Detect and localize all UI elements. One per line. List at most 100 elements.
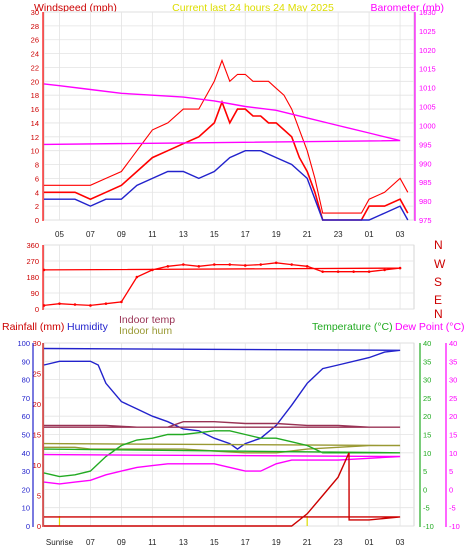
humidity-tick-label: 30 <box>22 467 30 476</box>
dew-point-tick-label: 0 <box>449 485 453 494</box>
climate-x-tick-label: 01 <box>365 538 374 547</box>
indoor-temp-line <box>44 421 401 428</box>
humidity-tick-label: 80 <box>22 376 30 385</box>
humidity-tick-label: 10 <box>22 504 30 513</box>
humidity-tick-label: 70 <box>22 394 30 403</box>
wind-left-tick-label: 22 <box>31 63 39 72</box>
wind-x-tick-label: 21 <box>303 230 312 239</box>
wind-direction-point <box>120 300 123 304</box>
wind-left-tick-label: 6 <box>35 174 39 183</box>
direction-tick-label: 180 <box>26 273 39 282</box>
wind-direction-point <box>166 265 170 268</box>
compass-label-w: W <box>434 257 446 271</box>
climate-x-tick-label: 07 <box>86 538 95 547</box>
temperature-tick-label: 5 <box>423 467 427 476</box>
wind-direction-point <box>398 266 402 270</box>
dew-point-tick-label: 40 <box>449 339 457 348</box>
rainfall-tick-label: 15 <box>33 431 41 440</box>
wind-panel: Windspeed (mph) Current last 24 hours 24… <box>31 2 444 239</box>
direction-panel: 0 90 180 270 360 N W S E N <box>26 238 446 321</box>
wind-direction-point <box>243 264 247 267</box>
wind-direction-point <box>259 263 263 266</box>
wind-left-tick-label: 24 <box>31 50 39 59</box>
wind-header-right: Barometer (mb) <box>370 2 444 14</box>
wind-left-tick-label: 20 <box>31 77 39 86</box>
wind-left-tick-label: 2 <box>35 202 39 211</box>
wind-axis-ticks: 0246810121416182022242628309759809859909… <box>31 8 436 239</box>
humidity-tick-label: 20 <box>22 485 30 494</box>
wind-series <box>43 58 409 221</box>
wind-x-tick-label: 13 <box>179 230 188 239</box>
barometer-tick-label: 1010 <box>419 84 436 93</box>
barometer-tick-label: 1020 <box>419 46 436 55</box>
wind-direction-point <box>290 263 293 266</box>
humidity-tick-label: 90 <box>22 357 30 366</box>
temperature-tick-label: 20 <box>423 412 431 421</box>
dew-point-tick-label: 20 <box>449 412 457 421</box>
humidity-tick-label: 40 <box>22 449 30 458</box>
wind-x-tick-label: 05 <box>55 230 64 239</box>
direction-series <box>42 261 402 307</box>
climate-x-tick-label: 15 <box>210 538 219 547</box>
climate-x-tick-label: 03 <box>396 538 405 547</box>
direction-tick-label: 90 <box>31 289 39 298</box>
wind-left-tick-label: 0 <box>35 216 39 225</box>
temperature-tick-label: 0 <box>423 485 427 494</box>
barometer-tick-label: 975 <box>419 216 432 225</box>
wind-left-tick-label: 30 <box>31 8 39 17</box>
wind-direction-point <box>228 263 232 266</box>
wind-gust-line <box>44 58 409 214</box>
compass-label-n-bottom: N <box>434 307 443 321</box>
wind-x-tick-label: 01 <box>365 230 374 239</box>
rainfall-tick-label: 20 <box>33 400 41 409</box>
wind-direction-point <box>104 302 108 305</box>
barometer-tick-label: 1005 <box>419 103 436 112</box>
direction-grid <box>44 244 414 310</box>
wind-direction-point <box>58 302 61 305</box>
average-windspeed-line <box>44 149 409 221</box>
wind-direction-point <box>336 270 340 273</box>
wind-x-tick-label: 19 <box>272 230 281 239</box>
wind-x-tick-label: 07 <box>86 230 95 239</box>
dew-point-tick-label: 35 <box>449 357 457 366</box>
compass-label-s: S <box>434 275 442 289</box>
wind-left-tick-label: 4 <box>35 188 39 197</box>
rainfall-tick-label: 10 <box>33 461 41 470</box>
barometer-tick-label: 990 <box>419 159 432 168</box>
direction-tick-label: 360 <box>26 241 39 250</box>
wind-direction-point <box>135 275 139 279</box>
header-dew-point: Dew Point (°C) <box>395 321 465 333</box>
rainfall-tick-label: 0 <box>37 522 41 531</box>
wind-header-left: Windspeed (mph) <box>34 2 117 14</box>
temperature-tick-label: 30 <box>423 376 431 385</box>
wind-direction-point <box>383 268 386 272</box>
climate-x-tick-label: 13 <box>179 538 188 547</box>
climate-series <box>43 347 401 527</box>
climate-x-tick-label: Sunrise <box>46 538 74 547</box>
dew-point-tick-label: 10 <box>449 449 457 458</box>
dew-point-tick-label: 15 <box>449 431 457 440</box>
wind-direction-point <box>73 303 77 306</box>
wind-left-tick-label: 14 <box>31 119 39 128</box>
temperature-tick-label: -5 <box>423 504 430 513</box>
wind-left-tick-label: 8 <box>35 161 39 170</box>
rainfall-line <box>44 452 401 527</box>
barometer-tick-label: 1030 <box>419 8 436 17</box>
wind-left-tick-label: 28 <box>31 22 39 31</box>
humidity-line <box>43 347 401 450</box>
barometer-tick-label: 1025 <box>419 27 436 36</box>
wind-direction-point <box>321 270 324 273</box>
wind-left-tick-label: 12 <box>31 133 39 142</box>
temperature-tick-label: 40 <box>423 339 431 348</box>
wind-left-tick-label: 26 <box>31 36 39 45</box>
wind-x-tick-label: 09 <box>117 230 126 239</box>
climate-x-tick-label: 11 <box>148 538 157 547</box>
wind-direction-point <box>274 261 278 265</box>
rainfall-tick-label: 25 <box>33 370 41 379</box>
direction-tick-label: 270 <box>26 257 39 266</box>
wind-left-tick-label: 16 <box>31 105 39 114</box>
header-temperature: Temperature (°C) <box>312 321 393 333</box>
direction-tick-label: 0 <box>35 305 39 314</box>
humidity-tick-label: 100 <box>17 339 30 348</box>
direction-axis-ticks: 0 90 180 270 360 <box>26 241 39 314</box>
